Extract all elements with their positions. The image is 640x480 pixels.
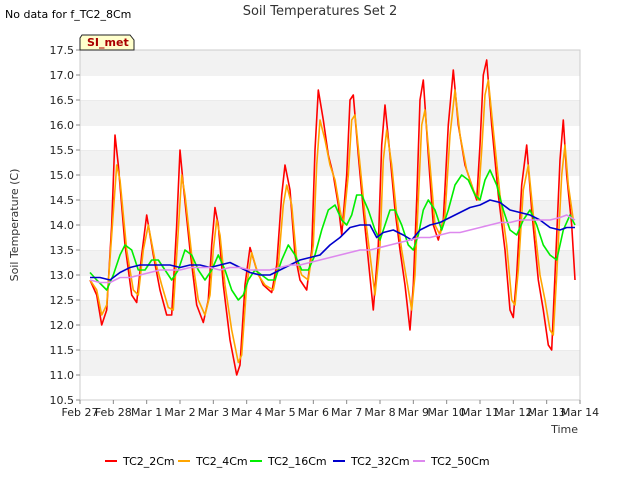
x-tick-label: Mar 3 [198, 406, 229, 419]
y-tick-label: 17.5 [50, 44, 75, 57]
x-tick-label: Mar 4 [231, 406, 262, 419]
y-tick-label: 12.5 [50, 294, 75, 307]
x-tick-label: Mar 7 [331, 406, 362, 419]
y-axis-label: Soil Temperature (C) [8, 169, 21, 282]
legend-label: TC2_50Cm [430, 455, 490, 468]
x-tick-label: Mar 13 [528, 406, 566, 419]
grid-band [80, 175, 580, 200]
y-tick-label: 16.5 [50, 94, 75, 107]
x-tick-label: Mar 8 [364, 406, 395, 419]
grid-band [80, 350, 580, 375]
no-data-note: No data for f_TC2_8Cm [5, 8, 131, 21]
grid-band [80, 100, 580, 125]
legend-label: TC2_4Cm [195, 455, 248, 468]
grid-band [80, 300, 580, 325]
grid-band [80, 75, 580, 100]
grid-band [80, 50, 580, 75]
legend-label: TC2_32Cm [350, 455, 410, 468]
grid-band [80, 375, 580, 400]
y-tick-label: 13.0 [50, 269, 75, 282]
y-tick-label: 10.5 [50, 394, 75, 407]
x-tick-label: Feb 27 [62, 406, 99, 419]
grid-band [80, 200, 580, 225]
station-badge: SI_met [79, 34, 135, 51]
y-tick-label: 14.5 [50, 194, 75, 207]
x-tick-label: Mar 10 [428, 406, 466, 419]
x-tick-label: Feb 28 [95, 406, 132, 419]
grid-band [80, 250, 580, 275]
y-tick-label: 13.5 [50, 244, 75, 257]
legend-label: TC2_2Cm [122, 455, 175, 468]
y-tick-label: 15.0 [50, 169, 75, 182]
series-line-tc2-16cm [89, 169, 576, 301]
series-line-tc2-32cm [90, 199, 575, 281]
chart-title: Soil Temperatures Set 2 [243, 4, 398, 19]
grid-bands [80, 49, 580, 400]
y-tick-label: 15.5 [50, 144, 75, 157]
series-lines [89, 59, 576, 376]
grid-band [80, 325, 580, 350]
y-tick-label: 14.0 [50, 219, 75, 232]
y-axis-ticks: 10.5 11.0 11.5 12.0 12.5 13.0 13.5 14.0 14.5 15.0… [50, 44, 80, 407]
series-line-tc2-50cm [89, 214, 576, 284]
y-tick-label: 11.0 [50, 369, 75, 382]
x-tick-label: Mar 5 [264, 406, 295, 419]
x-tick-label: Mar 11 [461, 406, 499, 419]
y-tick-label: 17.0 [50, 69, 75, 82]
x-tick-label: Mar 9 [398, 406, 429, 419]
y-tick-label: 12.0 [50, 319, 75, 332]
x-tick-label: Mar 6 [298, 406, 329, 419]
grid-band [80, 275, 580, 300]
x-axis-label: Time [550, 423, 578, 436]
legend-label: TC2_16Cm [267, 455, 327, 468]
y-tick-label: 16.0 [50, 119, 75, 132]
x-tick-label: Mar 2 [164, 406, 195, 419]
station-badge-box [79, 34, 135, 51]
series-line-tc2-2cm [89, 59, 576, 376]
y-tick-label: 11.5 [50, 344, 75, 357]
x-tick-label: Mar 12 [494, 406, 532, 419]
series-line-tc2-4cm [89, 79, 575, 364]
legend: TC2_2Cm TC2_4Cm TC2_16Cm TC2_32Cm TC2_50Cm [105, 455, 490, 468]
station-badge-label: SI_met [87, 36, 129, 49]
grid-band [80, 125, 580, 150]
x-tick-label: Mar 1 [131, 406, 162, 419]
x-tick-label: Mar 14 [561, 406, 599, 419]
